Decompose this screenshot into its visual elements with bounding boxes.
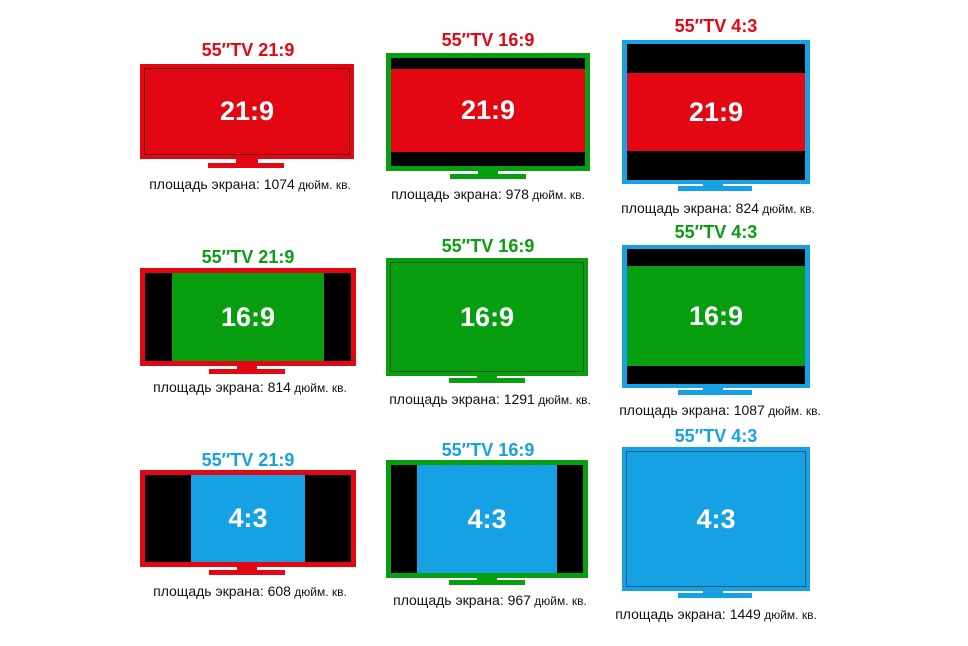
- tv-screen: 21:9: [627, 44, 805, 180]
- content-area: 21:9: [391, 69, 585, 152]
- tv-frame: 4:3: [622, 447, 810, 591]
- screen-area-caption: площадь экрана: 608 дюйм. кв.: [130, 583, 370, 599]
- content-area: 4:3: [417, 465, 557, 573]
- caption-area-value: 1291: [503, 391, 535, 407]
- caption-area-value: 608: [267, 583, 291, 599]
- tv-stand-base: [208, 163, 284, 168]
- screen-area-caption: площадь экрана: 1449 дюйм. кв.: [596, 606, 836, 622]
- content-area: 4:3: [191, 475, 305, 562]
- caption-unit: дюйм. кв.: [290, 381, 347, 395]
- tv-title: 55″TV 4:3: [674, 426, 758, 446]
- caption-unit: дюйм. кв.: [760, 608, 817, 622]
- caption-prefix: площадь экрана:: [389, 391, 504, 407]
- tv-stand-base: [678, 593, 752, 598]
- screen-area-caption: площадь экрана: 978 дюйм. кв.: [368, 186, 608, 202]
- screen-area-caption: площадь экрана: 1074 дюйм. кв.: [130, 176, 370, 192]
- caption-prefix: площадь экрана:: [391, 186, 506, 202]
- content-area: 16:9: [391, 263, 583, 371]
- tv-stand-neck: [703, 388, 723, 390]
- caption-prefix: площадь экрана:: [153, 379, 268, 395]
- tv-stand-neck: [703, 591, 723, 593]
- caption-area-value: 1087: [733, 402, 765, 418]
- caption-area-value: 824: [735, 200, 759, 216]
- tv-title: 55″TV 21:9: [201, 247, 295, 267]
- tv-stand-neck: [236, 159, 258, 163]
- caption-unit: дюйм. кв.: [758, 202, 815, 216]
- caption-area-value: 1074: [263, 176, 295, 192]
- screen-area-caption: площадь экрана: 824 дюйм. кв.: [598, 200, 838, 216]
- tv-frame: 21:9: [386, 53, 590, 171]
- content-area: 21:9: [145, 69, 349, 154]
- tv-screen: 16:9: [145, 273, 351, 361]
- tv-frame: 4:3: [386, 460, 588, 578]
- tv-stand-base: [449, 580, 525, 585]
- tv-title: 55″TV 16:9: [441, 30, 535, 50]
- tv-screen: 4:3: [391, 465, 583, 573]
- caption-prefix: площадь экрана:: [619, 402, 734, 418]
- tv-stand-neck: [703, 184, 723, 186]
- tv-stand-base: [449, 378, 525, 383]
- tv-title: 55″TV 21:9: [201, 450, 295, 470]
- screen-area-caption: площадь экрана: 967 дюйм. кв.: [370, 592, 610, 608]
- tv-title: 55″TV 16:9: [441, 440, 535, 460]
- screen-area-caption: площадь экрана: 1087 дюйм. кв.: [600, 402, 840, 418]
- tv-stand-neck: [237, 366, 257, 369]
- tv-title: 55″TV 21:9: [201, 40, 295, 60]
- caption-unit: дюйм. кв.: [530, 594, 587, 608]
- tv-title: 55″TV 4:3: [674, 222, 758, 242]
- tv-screen: 4:3: [626, 451, 806, 587]
- tv-stand-base: [209, 570, 285, 575]
- caption-area-value: 814: [267, 379, 291, 395]
- caption-area-value: 978: [505, 186, 529, 202]
- tv-stand-neck: [477, 376, 497, 378]
- tv-screen: 21:9: [391, 58, 585, 166]
- tv-frame: 16:9: [386, 258, 588, 376]
- caption-unit: дюйм. кв.: [528, 188, 585, 202]
- tv-stand-base: [678, 390, 752, 395]
- content-area: 4:3: [627, 452, 805, 586]
- tv-stand-neck: [237, 567, 257, 570]
- tv-screen: 16:9: [627, 249, 805, 384]
- tv-stand-base: [209, 369, 285, 374]
- content-area: 16:9: [172, 273, 324, 361]
- tv-screen: 16:9: [390, 262, 584, 372]
- caption-unit: дюйм. кв.: [764, 404, 821, 418]
- screen-area-caption: площадь экрана: 814 дюйм. кв.: [130, 379, 370, 395]
- content-area: 16:9: [627, 266, 805, 366]
- tv-title: 55″TV 4:3: [674, 16, 758, 36]
- tv-frame: 4:3: [140, 470, 356, 567]
- content-area: 21:9: [627, 73, 805, 151]
- tv-stand-base: [678, 186, 752, 191]
- tv-stand-neck: [477, 578, 497, 580]
- tv-stand-base: [450, 174, 526, 179]
- tv-frame: 21:9: [140, 64, 354, 159]
- tv-frame: 16:9: [140, 268, 356, 366]
- tv-screen: 4:3: [145, 475, 351, 562]
- caption-area-value: 967: [507, 592, 531, 608]
- tv-frame: 16:9: [622, 245, 810, 388]
- caption-unit: дюйм. кв.: [294, 178, 351, 192]
- caption-prefix: площадь экрана:: [621, 200, 736, 216]
- tv-screen: 21:9: [144, 68, 350, 155]
- caption-area-value: 1449: [729, 606, 761, 622]
- caption-unit: дюйм. кв.: [290, 585, 347, 599]
- tv-title: 55″TV 16:9: [441, 236, 535, 256]
- caption-prefix: площадь экрана:: [149, 176, 264, 192]
- caption-prefix: площадь экрана:: [615, 606, 730, 622]
- caption-prefix: площадь экрана:: [153, 583, 268, 599]
- screen-area-caption: площадь экрана: 1291 дюйм. кв.: [370, 391, 610, 407]
- tv-stand-neck: [478, 171, 498, 174]
- caption-unit: дюйм. кв.: [534, 393, 591, 407]
- tv-frame: 21:9: [622, 40, 810, 184]
- caption-prefix: площадь экрана:: [393, 592, 508, 608]
